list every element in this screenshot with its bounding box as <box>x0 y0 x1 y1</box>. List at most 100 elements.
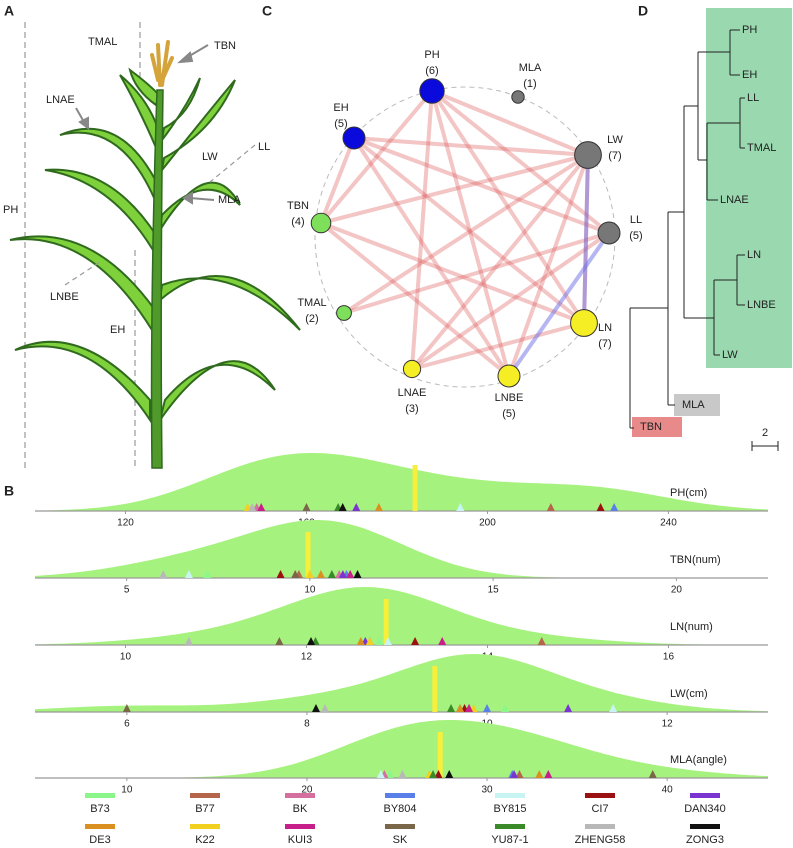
network-edge <box>430 89 611 235</box>
x-tick-label: 20 <box>671 585 683 596</box>
node-degree: (2) <box>305 313 318 325</box>
density-area <box>35 453 768 511</box>
legend-label: B73 <box>90 803 110 815</box>
legend-swatch <box>285 793 315 798</box>
legend-swatch <box>585 793 615 798</box>
network-edge <box>319 89 434 225</box>
variety-marker <box>445 770 454 778</box>
variety-marker <box>438 637 447 645</box>
legend-label: K22 <box>195 834 215 846</box>
variety-marker <box>374 637 383 645</box>
mean-bar <box>432 666 438 712</box>
network-edge <box>342 153 590 315</box>
x-tick-label: 120 <box>117 518 134 529</box>
panel-label: A <box>4 3 14 19</box>
legend-swatch <box>690 793 720 798</box>
density-area <box>35 720 768 778</box>
variety-marker <box>411 637 420 645</box>
variety-marker <box>159 570 168 578</box>
x-tick-label: 12 <box>301 652 313 663</box>
x-tick-label: 5 <box>124 585 130 596</box>
x-tick-label: 10 <box>120 652 132 663</box>
variety-marker <box>429 770 438 778</box>
plant-label: TBN <box>214 40 236 52</box>
panel-label: C <box>262 3 272 19</box>
variety-marker <box>483 704 492 712</box>
node-label: TBN <box>287 200 309 212</box>
variety-marker <box>276 570 285 578</box>
plant-label: LNBE <box>50 291 79 303</box>
variety-marker <box>338 570 347 578</box>
x-tick-label: 10 <box>304 585 316 596</box>
mean-bar <box>305 532 311 578</box>
variety-marker <box>544 770 553 778</box>
legend-swatch <box>85 824 115 829</box>
leaf-label: LNAE <box>720 194 749 206</box>
legend-swatch <box>385 793 415 798</box>
network-edge <box>320 153 589 225</box>
variety-marker <box>456 704 465 712</box>
network-edge <box>410 231 611 371</box>
variety-marker <box>501 704 510 712</box>
mean-bar <box>383 599 389 645</box>
network-node <box>336 305 352 321</box>
network-node <box>570 309 598 337</box>
leaf-label: MLA <box>682 399 705 411</box>
variety-marker <box>535 770 544 778</box>
variety-marker <box>122 704 131 712</box>
network-edge <box>430 90 511 377</box>
network-edge <box>343 231 610 315</box>
legend-swatch <box>690 824 720 829</box>
legend-swatch <box>585 824 615 829</box>
legend-label: ZONG3 <box>686 834 724 846</box>
dendrogram: PH EH LL TMAL LNAE LN LNBE LW MLA TBN 2 <box>629 8 792 451</box>
legend-swatch <box>190 793 220 798</box>
density-area <box>35 520 768 578</box>
variety-marker <box>515 770 524 778</box>
variety-marker <box>546 503 555 511</box>
x-tick-label: 240 <box>660 518 677 529</box>
leaf-label: EH <box>742 69 757 81</box>
variety-marker <box>302 503 311 511</box>
network-edge <box>352 136 511 378</box>
x-tick-label: 30 <box>481 785 493 796</box>
variety-marker <box>248 503 257 511</box>
variety-marker <box>610 503 619 511</box>
network-edge <box>319 137 356 224</box>
panel-label: B <box>4 483 14 499</box>
network-node <box>511 90 525 104</box>
variety-marker <box>346 570 355 578</box>
legend-label: BY815 <box>493 803 526 815</box>
variety-marker <box>353 570 362 578</box>
legend-label: BK <box>293 803 308 815</box>
node-degree: (5) <box>502 408 515 420</box>
variety-marker <box>376 770 385 778</box>
variety-marker <box>383 637 392 645</box>
leaf-label: LW <box>722 349 738 361</box>
variety-marker <box>374 503 383 511</box>
legend-label: YU87-1 <box>491 834 528 846</box>
legend-label: ZHENG58 <box>575 834 626 846</box>
variety-marker <box>305 570 314 578</box>
node-degree: (5) <box>629 230 642 242</box>
leaf-label: LNBE <box>747 299 776 311</box>
legend-label: DAN340 <box>684 803 726 815</box>
network-edge <box>410 153 590 371</box>
node-degree: (7) <box>608 150 621 162</box>
network-edge <box>582 154 590 324</box>
trait-label: LW(cm) <box>670 688 708 700</box>
variety-marker <box>609 704 618 712</box>
variety-marker <box>648 770 657 778</box>
variety-marker <box>537 637 546 645</box>
legend-label: SK <box>393 834 408 846</box>
plant-label: TMAL <box>88 36 117 48</box>
legend-swatch <box>285 824 315 829</box>
variety-marker <box>291 570 300 578</box>
x-tick-label: 15 <box>488 585 500 596</box>
panel-label: D <box>638 3 648 19</box>
density-area <box>35 587 768 645</box>
node-label: LN <box>598 322 612 334</box>
legend-label: B77 <box>195 803 215 815</box>
node-degree: (5) <box>334 118 347 130</box>
network-edge <box>353 136 589 157</box>
